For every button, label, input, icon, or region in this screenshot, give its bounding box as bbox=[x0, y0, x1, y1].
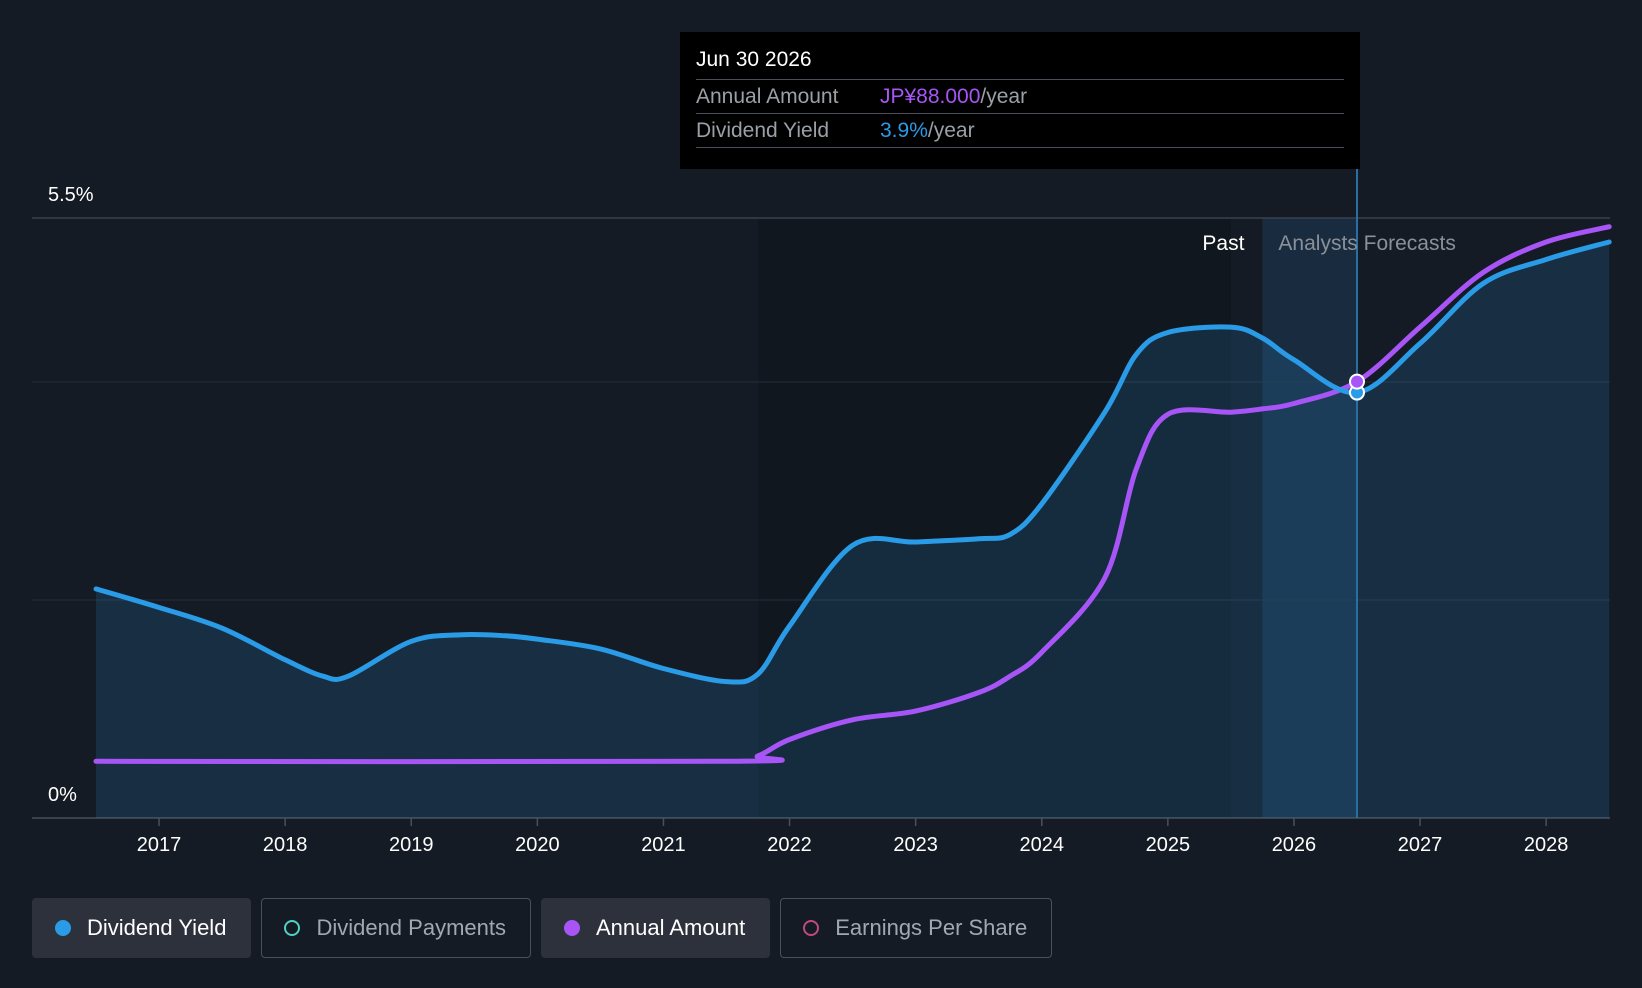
legend-dividend-payments[interactable]: Dividend Payments bbox=[261, 898, 531, 958]
forecast-label: Analysts Forecasts bbox=[1278, 232, 1455, 255]
x-tick-label: 2023 bbox=[893, 834, 938, 856]
x-tick-label: 2021 bbox=[641, 834, 686, 856]
tooltip-yield-value: 3.9% bbox=[880, 119, 928, 142]
x-tick-label: 2027 bbox=[1398, 834, 1443, 856]
legend-annual-amount[interactable]: Annual Amount bbox=[540, 898, 771, 958]
tooltip-annual-value: JP¥88.000 bbox=[880, 85, 981, 108]
annual-amount-marker[interactable] bbox=[1349, 373, 1365, 390]
chart-tooltip: Jun 30 2026 Annual Amount JP¥88.000/year… bbox=[680, 32, 1360, 169]
x-tick-label: 2017 bbox=[137, 834, 182, 856]
forecast-shade bbox=[1262, 218, 1357, 818]
x-tick-label: 2019 bbox=[389, 834, 434, 856]
tooltip-date: Jun 30 2026 bbox=[696, 46, 1344, 80]
tooltip-yield-label: Dividend Yield bbox=[696, 119, 830, 142]
past-label: Past bbox=[1202, 232, 1244, 255]
annual-amount-dot-icon bbox=[563, 920, 580, 936]
legend-annual-amount-label: Annual Amount bbox=[595, 915, 746, 940]
tooltip-annual-row: Annual Amount JP¥88.000/year bbox=[696, 80, 1344, 114]
y-axis-top-label: 5.5% bbox=[48, 184, 94, 206]
legend-dividend-yield[interactable]: Dividend Yield bbox=[32, 898, 252, 958]
past-shade bbox=[758, 218, 1231, 818]
x-axis-ticks: 2017 2018 2019 2020 2021 2022 2023 2024 2025 2026… bbox=[137, 818, 1569, 856]
legend-dividend-payments-label: Dividend Payments bbox=[316, 915, 506, 940]
dividend-yield-area bbox=[96, 242, 1610, 818]
x-tick-label: 2024 bbox=[1020, 834, 1065, 856]
dividend-yield-line bbox=[93, 239, 1612, 685]
x-tick-label: 2022 bbox=[767, 834, 812, 856]
earnings-per-share-ring-icon bbox=[803, 920, 820, 936]
tooltip-annual-unit: /year bbox=[980, 85, 1028, 108]
legend-earnings-per-share[interactable]: Earnings Per Share bbox=[780, 898, 1053, 958]
dividend-payments-ring-icon bbox=[284, 920, 301, 936]
legend-earnings-per-share-label: Earnings Per Share bbox=[835, 915, 1028, 940]
annual-amount-line bbox=[93, 224, 1612, 765]
x-tick-label: 2026 bbox=[1272, 834, 1317, 856]
y-axis-bottom-label: 0% bbox=[48, 784, 77, 806]
tooltip-annual-label: Annual Amount bbox=[696, 85, 839, 108]
x-tick-label: 2018 bbox=[263, 834, 308, 856]
tooltip-yield-row: Dividend Yield 3.9%/year bbox=[696, 114, 1344, 148]
dividend-yield-dot-icon bbox=[55, 920, 71, 936]
x-tick-label: 2025 bbox=[1146, 834, 1191, 856]
legend-dividend-yield-label: Dividend Yield bbox=[87, 915, 227, 940]
x-tick-label: 2028 bbox=[1524, 834, 1569, 856]
tooltip-yield-unit: /year bbox=[927, 119, 975, 142]
chart-legend: Dividend Yield Dividend Payments Annual … bbox=[32, 898, 1053, 958]
x-tick-label: 2020 bbox=[515, 834, 560, 856]
